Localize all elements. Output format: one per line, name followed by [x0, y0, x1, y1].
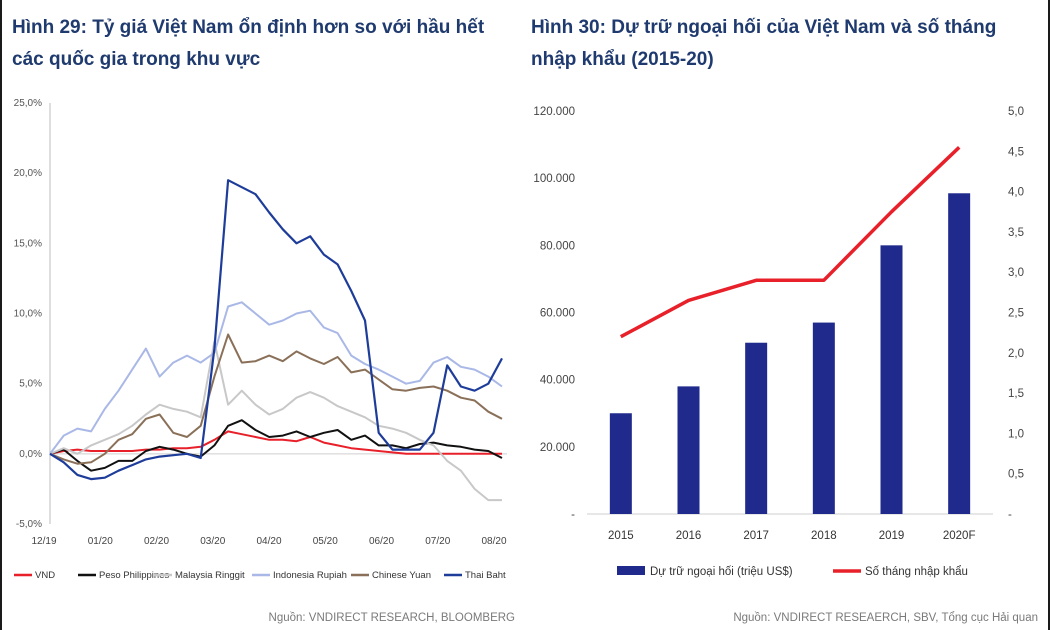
y-left-tick-label: 60.000 — [540, 308, 575, 320]
bar-2016 — [677, 386, 700, 514]
x-tick-label: 2020F — [943, 530, 976, 542]
x-tick-label: 2015 — [608, 530, 634, 542]
y-tick-label: 15,0% — [14, 238, 42, 249]
y-right-tick-label: 0,5 — [1008, 469, 1024, 481]
x-tick-label: 04/20 — [256, 536, 281, 547]
y-tick-label: 25,0% — [14, 98, 42, 109]
bar-2015 — [609, 413, 632, 514]
legend-label-malaysia-ringgit: Malaysia Ringgit — [175, 570, 245, 581]
y-right-tick-label: 5,0 — [1008, 106, 1024, 118]
x-tick-label: 2017 — [743, 530, 769, 542]
series-line-indonesia-rupiah — [49, 301, 503, 455]
right-chart-panel: Hình 30: Dự trữ ngoại hối của Việt Nam v… — [525, 0, 1050, 630]
legend-label-vnd: VND — [35, 570, 55, 581]
x-tick-label: 01/20 — [88, 536, 113, 547]
y-right-tick-label: 3,5 — [1008, 227, 1024, 239]
chart-30-title: Hình 30: Dự trữ ngoại hối của Việt Nam v… — [531, 17, 997, 70]
series-line-malaysia-ringgit — [49, 340, 502, 502]
x-tick-label: 2019 — [879, 530, 905, 542]
bar-2017 — [745, 342, 768, 514]
y-right-tick-label: 2,0 — [1008, 348, 1024, 360]
legend-label-thai-baht: Thai Baht — [465, 570, 506, 581]
chart-29-svg: 25,0% 20,0% 15,0% 10,0% 5,0% 0,0% -5,0% 12/19 01… — [14, 98, 507, 581]
y-left-tick-label: 40.000 — [540, 375, 575, 387]
chart-29-source: Nguồn: VNDIRECT RESEARCH, BLOOMBERG — [268, 612, 515, 624]
y-right-tick-label: - — [1008, 509, 1012, 521]
y-left-tick-label: 100.000 — [533, 173, 575, 185]
legend-label-chinese-yuan: Chinese Yuan — [372, 570, 431, 581]
months-of-imports-line — [619, 146, 961, 339]
bar-2019 — [880, 245, 903, 515]
y-right-tick-label: 1,0 — [1008, 428, 1024, 440]
y-tick-label: 10,0% — [14, 309, 42, 320]
chart-30-source: Nguồn: VNDIRECT RESEAERCH, SBV, Tổng cục… — [733, 612, 1038, 624]
y-right-tick-label: 4,0 — [1008, 187, 1024, 199]
y-right-tick-label: 4,5 — [1008, 146, 1024, 158]
bar-2020F — [948, 193, 971, 514]
x-tick-label: 03/20 — [200, 536, 225, 547]
y-left-tick-label: 120.000 — [533, 106, 575, 118]
y-tick-label: 5,0% — [19, 379, 42, 390]
x-tick-label: 05/20 — [313, 536, 338, 547]
legend-label-reserves: Dự trữ ngoại hối (triệu US$) — [650, 566, 793, 578]
legend-label-peso-philippines: Peso Philippines — [99, 570, 169, 581]
x-tick-label: 2018 — [811, 530, 837, 542]
legend-label-indonesia-rupiah: Indonesia Rupiah — [273, 570, 347, 581]
y-tick-label: 20,0% — [14, 168, 42, 179]
legend-swatch-reserves — [617, 566, 645, 575]
x-tick-label: 02/20 — [144, 536, 169, 547]
x-tick-label: 07/20 — [425, 536, 450, 547]
y-right-tick-label: 2,5 — [1008, 308, 1024, 320]
y-right-tick-label: 3,0 — [1008, 267, 1024, 279]
left-chart-panel: Hình 29: Tỷ giá Việt Nam ổn định hơn so … — [0, 0, 515, 630]
series-line-vnd — [49, 430, 502, 455]
x-tick-label: 06/20 — [369, 536, 394, 547]
y-left-tick-label: 80.000 — [540, 240, 575, 252]
y-left-tick-label: - — [571, 509, 575, 521]
chart-30-svg: 120.000 100.000 80.000 60.000 40.000 20.000 - 5… — [533, 106, 1024, 578]
y-tick-label: -5,0% — [16, 519, 42, 530]
bar-2018 — [812, 322, 835, 514]
legend-label-months: Số tháng nhập khẩu — [865, 566, 968, 578]
x-tick-label: 12/19 — [31, 536, 56, 547]
series-line-thai-baht — [49, 179, 503, 481]
y-left-tick-label: 20.000 — [540, 442, 575, 454]
y-right-tick-label: 1,5 — [1008, 388, 1024, 400]
y-tick-label: 0,0% — [19, 449, 42, 460]
chart-29-title: Hình 29: Tỷ giá Việt Nam ổn định hơn so … — [12, 17, 485, 70]
series-line-chinese-yuan — [49, 333, 503, 465]
x-tick-label: 08/20 — [481, 536, 506, 547]
x-tick-label: 2016 — [676, 530, 702, 542]
